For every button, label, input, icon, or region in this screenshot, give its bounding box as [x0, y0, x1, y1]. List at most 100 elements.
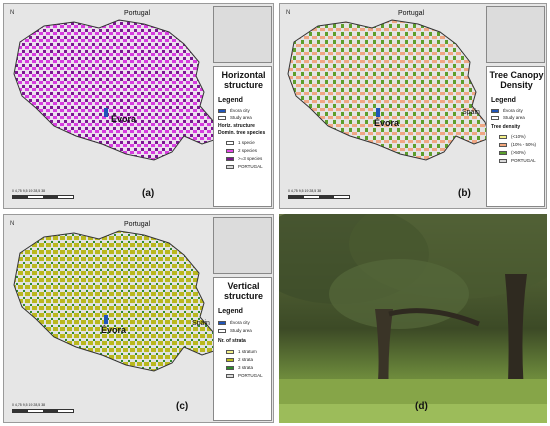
panel-label: (a): [142, 188, 155, 199]
legend-row: Évora city: [491, 108, 523, 113]
scale-label: 0 4,75 9,5 19 28,5 38: [288, 189, 322, 193]
legend-row: 2 strata: [226, 357, 253, 362]
legend-row: (<10%): [499, 134, 526, 139]
study-area-shape: [287, 19, 491, 161]
legend-label: (<10%): [511, 134, 526, 139]
legend-swatch: [226, 365, 234, 370]
evora-pin-icon: [376, 108, 380, 117]
legend-row: 3 strata: [226, 365, 253, 370]
city-label: Évora: [101, 325, 127, 335]
tree-photo-drawing: [279, 214, 547, 423]
legend-label: PORTUGAL: [238, 164, 263, 169]
legend-swatch: [226, 357, 234, 362]
montado-photo: (d): [279, 214, 547, 423]
evora-pin-icon: [104, 108, 108, 117]
legend-label: 1 specie: [238, 140, 255, 145]
legend-swatch: [226, 156, 234, 161]
scale-label: 0 4,75 9,5 19 28,5 38: [12, 403, 46, 407]
legend-label: Évora city: [503, 108, 523, 113]
legend-subheading: Horiz. structure: [218, 123, 255, 129]
legend-swatch: [491, 115, 499, 120]
scale-label: 0 4,75 9,5 19 28,5 38: [12, 189, 46, 193]
legend-label: 1 stratum: [238, 349, 257, 354]
legend-subheading-2: Domin. tree species: [218, 130, 266, 136]
legend-title: Tree Canopy Density: [489, 70, 544, 90]
legend-label: (>50%): [511, 150, 526, 155]
legend-label: 2 species: [238, 148, 258, 153]
legend-label: >=3 species: [238, 156, 263, 161]
scale-bar: [12, 195, 74, 199]
legend-label: 2 strata: [238, 357, 254, 362]
legend-row: PORTUGAL: [499, 158, 536, 163]
legend-heading: Legend: [218, 308, 243, 315]
legend-box: Tree Canopy Density Legend Évora city St…: [486, 66, 545, 207]
legend-label: Study area: [503, 115, 525, 120]
country-label-side: Spain: [192, 320, 210, 327]
legend-label: Study area: [230, 328, 252, 333]
locator-inset: [213, 6, 272, 63]
legend-swatch: [491, 108, 499, 113]
legend-row: 1 stratum: [226, 349, 257, 354]
study-area-shape: [13, 19, 221, 161]
legend-subheading: Tree density: [491, 124, 521, 130]
country-label-top: Portugal: [124, 221, 151, 228]
legend-label: 3 strata: [238, 365, 254, 370]
evora-pin-icon: [104, 315, 108, 324]
city-label: Évora: [374, 118, 400, 128]
country-label-side: Spain: [462, 109, 480, 116]
map-panel-a: N Portugal Évora 0 4,75 9,5 19 28,5 38 (…: [3, 3, 274, 209]
legend-title: Horizontal structure: [221, 70, 266, 90]
legend-row: Évora city: [218, 108, 250, 113]
legend-swatch: [499, 158, 507, 163]
legend-swatch: [218, 108, 226, 113]
legend-row: 2 species: [226, 148, 257, 153]
legend-row: 1 specie: [226, 140, 255, 145]
legend-subheading: Nr. of strata: [218, 338, 246, 344]
legend-label: Évora city: [230, 320, 250, 325]
north-arrow: N: [10, 221, 15, 227]
scale-bar: [12, 409, 74, 413]
legend-swatch: [226, 140, 234, 145]
legend-row: (10% - 50%): [499, 142, 536, 147]
legend-label: PORTUGAL: [238, 373, 263, 378]
legend-row: PORTUGAL: [226, 373, 263, 378]
legend-swatch: [218, 328, 226, 333]
panel-label: (d): [415, 401, 428, 412]
legend-row: Évora city: [218, 320, 250, 325]
legend-heading: Legend: [491, 97, 516, 104]
scale-bar: [288, 195, 350, 199]
locator-inset: [486, 6, 545, 63]
legend-swatch: [218, 115, 226, 120]
legend-swatch: [499, 134, 507, 139]
legend-swatch: [226, 164, 234, 169]
country-label-top: Portugal: [124, 10, 151, 17]
locator-inset: [213, 217, 272, 274]
country-label-top: Portugal: [398, 10, 425, 17]
legend-row: (>50%): [499, 150, 526, 155]
legend-swatch: [226, 373, 234, 378]
north-arrow: N: [286, 10, 291, 16]
legend-label: Study area: [230, 115, 252, 120]
legend-swatch: [499, 150, 507, 155]
legend-swatch: [226, 148, 234, 153]
city-label: Évora: [111, 114, 137, 124]
legend-row: Study area: [491, 115, 525, 120]
map-panel-b: N Portugal Spain Évora 0 4,75 9,5 19 28,…: [279, 3, 547, 209]
legend-swatch: [218, 320, 226, 325]
panel-label: (c): [176, 401, 189, 412]
panel-label: (b): [458, 188, 471, 199]
legend-heading: Legend: [218, 97, 243, 104]
legend-title: Vertical structure: [223, 281, 263, 301]
legend-swatch: [499, 142, 507, 147]
legend-label: Évora city: [230, 108, 250, 113]
legend-row: Study area: [218, 115, 252, 120]
legend-swatch: [226, 349, 234, 354]
legend-box: Vertical structure Legend Évora city Stu…: [213, 277, 272, 421]
legend-box: Horizontal structure Legend Évora city S…: [213, 66, 272, 207]
north-arrow: N: [10, 10, 15, 16]
legend-row: PORTUGAL: [226, 164, 263, 169]
legend-row: Study area: [218, 328, 252, 333]
legend-label: PORTUGAL: [511, 158, 536, 163]
legend-row: >=3 species: [226, 156, 262, 161]
study-area-shape: [13, 230, 221, 372]
